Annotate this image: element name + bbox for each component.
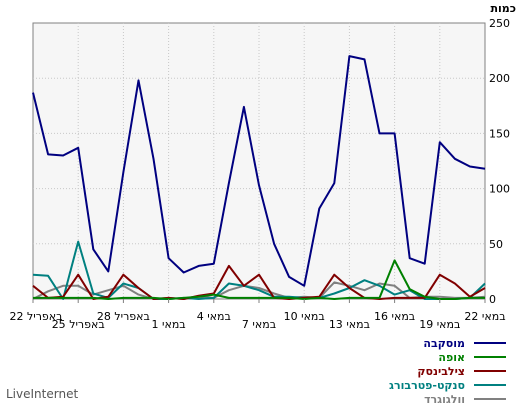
- y-tick-label: 50: [489, 238, 503, 251]
- y-tick-label: 150: [489, 127, 510, 140]
- x-tick-label: 1 במאי: [152, 318, 186, 331]
- legend-label-1: אופה: [438, 351, 465, 364]
- y-tick-label: 200: [489, 72, 510, 85]
- x-tick-label: 13 במאי: [329, 318, 370, 331]
- liveinternet-brand: LiveInternet: [6, 387, 78, 401]
- legend-label-0: מוסקבה: [423, 337, 465, 350]
- x-tick-label: 7 במאי: [242, 318, 276, 331]
- x-tick-label: 25 באפריל: [52, 318, 105, 331]
- series-line-1: [33, 259, 485, 300]
- x-tick-label: 28 באפריל: [97, 310, 150, 323]
- x-tick-label: 19 במאי: [419, 318, 460, 331]
- y-axis-title: כמות: [491, 2, 516, 15]
- x-tick-label: 16 במאי: [374, 310, 415, 323]
- y-tick-label: 100: [489, 183, 510, 196]
- y-tick-label: 0: [489, 293, 496, 306]
- y-tick-label: 250: [489, 17, 510, 30]
- x-tick-label: 22 במאי: [464, 310, 505, 323]
- legend-label-2: צילבינסק: [417, 365, 465, 378]
- series-line-2: [32, 264, 486, 300]
- legend-label-3: סנקט-פטרבורג: [389, 379, 465, 392]
- x-tick-label: 10 במאי: [284, 310, 325, 323]
- x-tick-label: 22 באפריל: [9, 310, 62, 323]
- x-tick-label: 4 במאי: [197, 310, 231, 323]
- legend-label-4: וולגוגרד: [424, 393, 465, 405]
- series-line-0: [32, 55, 486, 287]
